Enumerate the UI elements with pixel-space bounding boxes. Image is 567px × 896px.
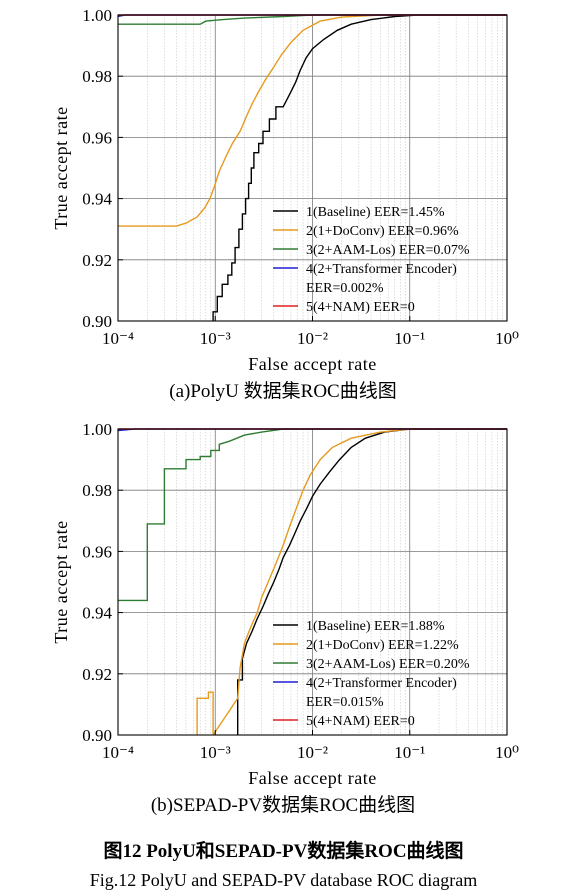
subfigure-caption: (b)SEPAD-PV数据集ROC曲线图: [151, 794, 415, 816]
series-line-1: [212, 14, 507, 321]
y-tick-label: 0.92: [82, 251, 112, 270]
y-tick-label: 0.90: [82, 726, 112, 745]
x-tick-label: 10⁻⁴: [102, 329, 134, 348]
subfigure-caption: (a)PolyU 数据集ROC曲线图: [169, 380, 396, 402]
x-tick-label: 10⁻³: [200, 743, 231, 762]
legend-label-5: 5(4+NAM) EER=0: [306, 714, 415, 729]
legend-label-4-continued: EER=0.002%: [306, 281, 384, 296]
legend-label-4: 4(2+Transformer Encoder): [306, 262, 457, 277]
x-tick-label: 10⁻⁴: [102, 743, 134, 762]
x-axis-label: False accept rate: [248, 768, 376, 788]
figure-caption-english: Fig.12 PolyU and SEPAD-PV database ROC d…: [89, 870, 478, 890]
legend-label-1: 1(Baseline) EER=1.45%: [306, 205, 445, 220]
legend-label-1: 1(Baseline) EER=1.88%: [306, 619, 445, 634]
x-tick-label: 10⁻¹: [394, 743, 425, 762]
y-axis-label: True accept rate: [51, 520, 71, 643]
x-tick-label: 10⁻³: [200, 329, 231, 348]
x-tick-label: 10⁻¹: [394, 329, 425, 348]
y-tick-label: 1.00: [82, 6, 112, 25]
legend-label-2: 2(1+DoConv) EER=0.96%: [306, 224, 459, 239]
y-tick-label: 1.00: [82, 420, 112, 439]
y-axis-label: True accept rate: [51, 106, 71, 229]
x-tick-label: 10⁰: [495, 743, 519, 762]
legend-label-4-continued: EER=0.015%: [306, 695, 384, 710]
series-line-3: [118, 428, 507, 602]
chart-a: 10⁻⁴ 10⁻³ 10⁻² 10⁻¹ 10⁰ 0.90 0.92 0.94 0.96 0.98 1…: [51, 6, 519, 402]
legend-label-3: 3(2+AAM-Los) EER=0.07%: [306, 243, 470, 258]
x-tick-label: 10⁻²: [297, 743, 328, 762]
x-axis-label: False accept rate: [248, 354, 376, 374]
y-tick-label: 0.94: [82, 604, 112, 623]
legend-label-2: 2(1+DoConv) EER=1.22%: [306, 638, 459, 653]
y-tick-label: 0.98: [82, 67, 112, 86]
y-tick-label: 0.90: [82, 312, 112, 331]
y-tick-label: 0.98: [82, 481, 112, 500]
legend-label-5: 5(4+NAM) EER=0: [306, 300, 415, 315]
y-tick-label: 0.96: [82, 128, 112, 147]
y-tick-label: 0.94: [82, 190, 112, 209]
series-line-1: [236, 428, 507, 735]
chart-b: 10⁻⁴ 10⁻³ 10⁻² 10⁻¹ 10⁰ 0.90 0.92 0.94 0.96 0.98 1…: [51, 420, 519, 816]
y-tick-label: 0.92: [82, 665, 112, 684]
legend-label-3: 3(2+AAM-Los) EER=0.20%: [306, 657, 470, 672]
x-tick-label: 10⁻²: [297, 329, 328, 348]
y-tick-label: 0.96: [82, 542, 112, 561]
figure-caption-chinese: 图12 PolyU和SEPAD-PV数据集ROC曲线图: [103, 841, 464, 862]
x-tick-label: 10⁰: [495, 329, 519, 348]
legend: 1(Baseline) EER=1.45% 2(1+DoConv) EER=0.9…: [273, 205, 470, 315]
legend-label-4: 4(2+Transformer Encoder): [306, 676, 457, 691]
series-line-2: [196, 428, 507, 735]
series-line-2: [118, 14, 507, 227]
legend: 1(Baseline) EER=1.88% 2(1+DoConv) EER=1.2…: [273, 619, 470, 729]
